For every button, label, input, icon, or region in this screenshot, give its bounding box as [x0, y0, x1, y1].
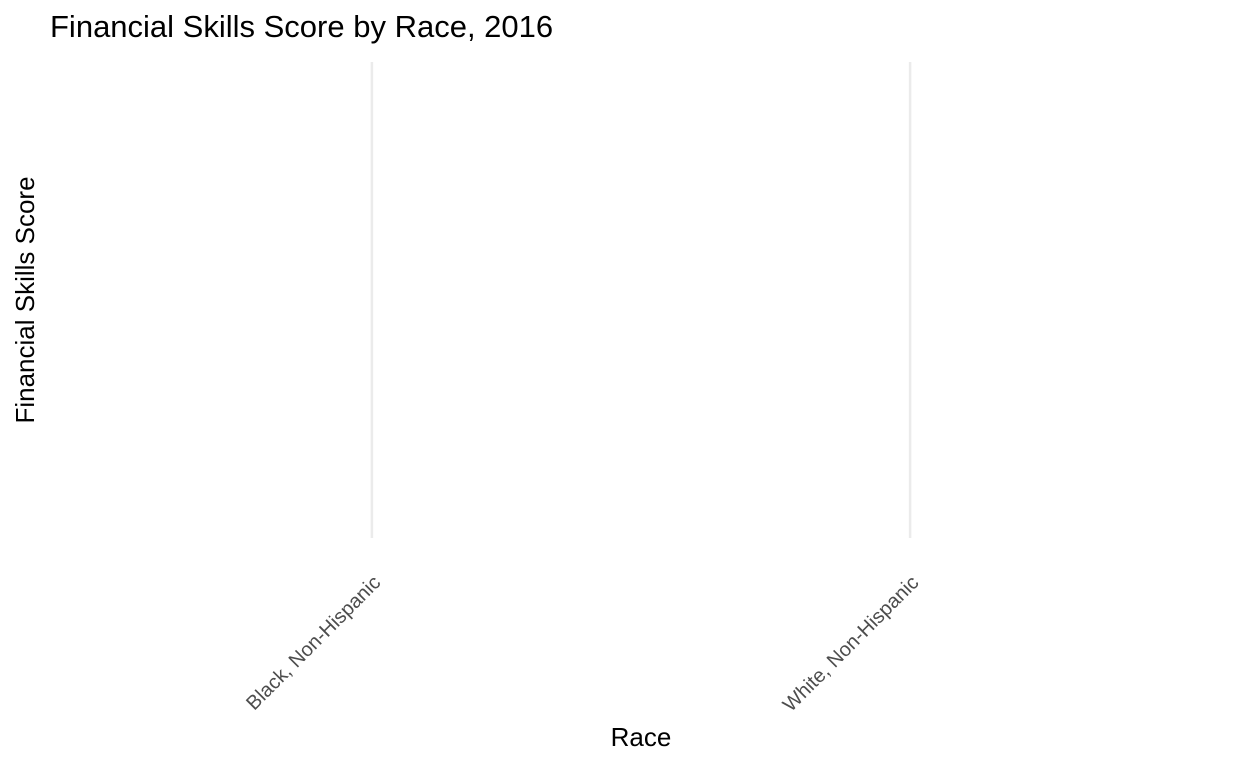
- y-axis-label: Financial Skills Score: [10, 176, 40, 423]
- chart-title: Financial Skills Score by Race, 2016: [50, 9, 553, 44]
- x-axis-label: Race: [611, 722, 672, 752]
